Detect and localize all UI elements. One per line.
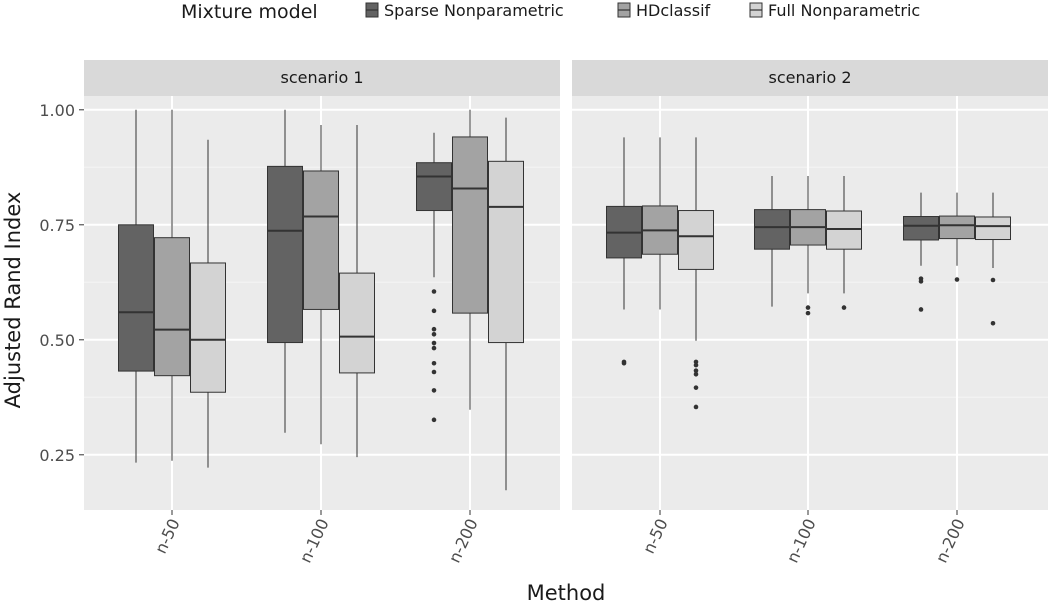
legend: Mixture model Sparse Nonparametric HDclas… <box>181 1 920 23</box>
boxplot <box>826 176 862 310</box>
boxplot <box>118 109 154 463</box>
box <box>452 136 488 314</box>
outlier-point <box>431 340 437 346</box>
outlier-point <box>431 331 437 337</box>
facet-label: scenario 2 <box>769 68 852 87</box>
box <box>826 210 862 250</box>
x-axis-title: Method <box>527 581 606 602</box>
box <box>903 216 939 241</box>
outlier-point <box>431 388 437 393</box>
legend-label: Sparse Nonparametric <box>384 1 564 20</box>
outlier-point <box>431 345 437 351</box>
boxplot <box>154 109 190 461</box>
y-axis-title: Adjusted Rand Index <box>1 192 25 409</box>
facet-panel: scenario 2 n-50 n-100 n-200 <box>572 60 1048 566</box>
legend-entry: Full Nonparametric <box>749 1 920 20</box>
x-tick-label: n-50 <box>639 516 672 557</box>
outlier-point <box>621 360 627 366</box>
outlier-point <box>431 326 437 332</box>
facet-label: scenario 1 <box>281 68 364 87</box>
legend-title: Mixture model <box>181 1 318 23</box>
box <box>754 209 790 250</box>
box-group <box>416 109 524 491</box>
y-tick-label: 0.25 <box>39 446 75 465</box>
box <box>267 165 303 344</box>
y-tick-label: 0.50 <box>39 331 75 350</box>
boxplot <box>975 192 1011 326</box>
box <box>303 170 339 310</box>
outlier-point <box>693 359 699 365</box>
boxplot <box>903 192 939 312</box>
box <box>190 262 226 393</box>
box <box>416 162 452 212</box>
outlier-point <box>431 289 437 294</box>
boxplot <box>339 124 375 458</box>
y-tick-label: 1.00 <box>39 101 75 120</box>
box <box>118 224 154 372</box>
outlier-point <box>805 305 811 310</box>
box <box>154 237 190 377</box>
facet-strip <box>572 60 1048 96</box>
x-tick-label: n-200 <box>932 516 969 566</box>
boxplot <box>939 192 975 282</box>
outlier-point <box>431 369 437 375</box>
x-tick-label: n-200 <box>445 516 482 566</box>
x-tick-label: n-100 <box>783 516 820 566</box>
facet-panel: scenario 1 n-50 n-100 n-200 <box>84 60 560 566</box>
outlier-point <box>805 310 811 316</box>
x-tick-label: n-100 <box>296 516 333 566</box>
box-group <box>118 109 226 468</box>
outlier-point <box>693 362 699 368</box>
outlier-point <box>693 385 699 390</box>
boxplot <box>452 109 488 410</box>
boxplot <box>754 176 790 307</box>
facet-strip <box>84 60 560 96</box>
box <box>488 160 524 344</box>
boxplot <box>678 137 714 410</box>
legend-label: HDclassif <box>636 1 711 20</box>
panel-background <box>572 96 1048 510</box>
box-group <box>606 137 714 410</box>
box <box>939 215 975 240</box>
legend-entry: Sparse Nonparametric <box>365 1 564 20</box>
outlier-point <box>841 305 847 310</box>
boxplot <box>790 176 826 316</box>
boxplot <box>190 139 226 468</box>
box-group <box>267 109 375 458</box>
outlier-point <box>918 307 924 312</box>
box <box>339 272 375 374</box>
boxplot <box>488 117 524 491</box>
boxplot <box>606 137 642 366</box>
boxplot <box>416 132 452 423</box>
outlier-point <box>918 279 924 284</box>
box-group <box>903 192 1011 326</box>
legend-entry: HDclassif <box>617 1 711 20</box>
boxplot <box>267 109 303 433</box>
outlier-point <box>954 277 960 282</box>
box-group <box>754 176 862 316</box>
boxplot <box>303 124 339 445</box>
x-tick-label: n-50 <box>151 516 184 557</box>
outlier-point <box>693 368 699 373</box>
boxplot <box>642 137 678 310</box>
outlier-point <box>990 320 996 326</box>
y-tick-label: 0.75 <box>39 216 75 235</box>
outlier-point <box>431 360 437 366</box>
outlier-point <box>990 277 996 283</box>
outlier-point <box>693 404 699 410</box>
box <box>975 216 1011 241</box>
legend-label: Full Nonparametric <box>768 1 920 20</box>
outlier-point <box>431 308 437 314</box>
outlier-point <box>693 372 699 377</box>
outlier-point <box>431 417 437 423</box>
box <box>678 210 714 270</box>
